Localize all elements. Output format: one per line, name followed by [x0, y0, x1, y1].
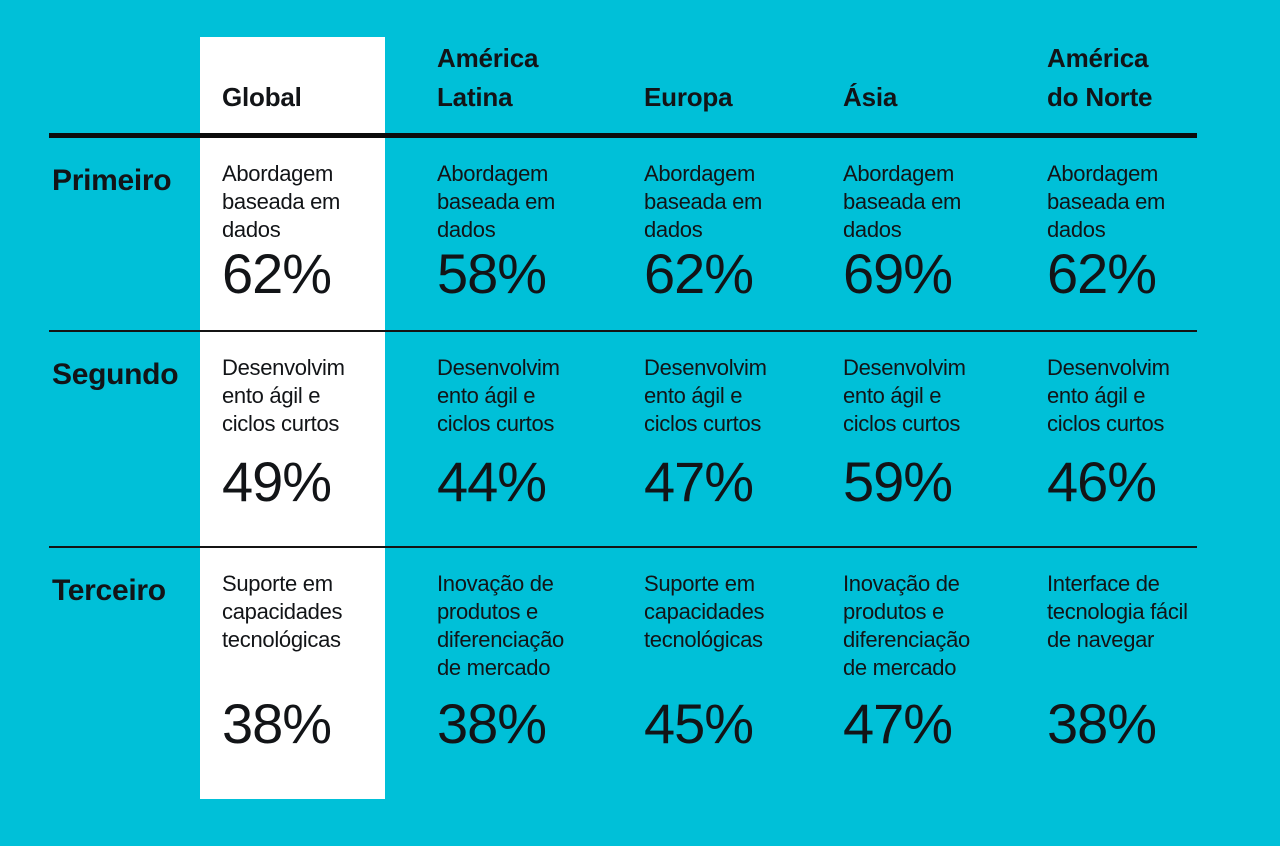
cell-segundo-global: Desenvolvim ento ágil e ciclos curtos 49… — [200, 332, 385, 546]
table-row-terceiro: Terceiro Suporte em capacidades tecnológ… — [49, 548, 1197, 799]
cell-topic: Abordagem baseada em dados — [222, 161, 341, 242]
cell-topic: Abordagem baseada em dados — [843, 161, 962, 242]
cell-segundo-europa: Desenvolvim ento ágil e ciclos curtos 47… — [592, 332, 791, 546]
cell-segundo-america-do-norte: Desenvolvim ento ágil e ciclos curtos 46… — [995, 332, 1197, 546]
column-header-america-do-norte: América do Norte — [1047, 43, 1153, 112]
ranking-table: Global América Latina Europa Ásia Améric… — [49, 37, 1197, 799]
global-column-highlight — [200, 37, 385, 799]
row-header-segundo: Segundo — [52, 358, 179, 391]
cell-terceiro-america-do-norte: Interface de tecnologia fácil de navegar… — [995, 548, 1197, 799]
column-header-america-latina: América Latina — [437, 43, 539, 112]
cell-percentage: 59% — [843, 450, 953, 513]
column-header-europa: Europa — [644, 82, 733, 112]
cell-percentage: 62% — [222, 242, 332, 305]
row-header-primeiro: Primeiro — [52, 164, 172, 197]
cell-primeiro-asia: Abordagem baseada em dados 69% — [791, 138, 995, 330]
cell-topic: Suporte em capacidades tecnológicas — [644, 571, 765, 652]
cell-terceiro-europa: Suporte em capacidades tecnológicas 45% — [592, 548, 791, 799]
row-header-terceiro: Terceiro — [52, 574, 166, 607]
cell-topic: Inovação de produtos e diferenciação de … — [843, 571, 970, 680]
column-header-global: Global — [222, 82, 302, 112]
cell-percentage: 46% — [1047, 450, 1157, 513]
cell-primeiro-europa: Abordagem baseada em dados 62% — [592, 138, 791, 330]
cell-percentage: 45% — [644, 692, 754, 755]
corner-cell — [49, 37, 200, 133]
cell-topic: Abordagem baseada em dados — [437, 161, 556, 242]
cell-topic: Abordagem baseada em dados — [644, 161, 763, 242]
table-row-segundo: Segundo Desenvolvim ento ágil e ciclos c… — [49, 332, 1197, 548]
cell-topic: Desenvolvim ento ágil e ciclos curtos — [1047, 355, 1170, 436]
cell-topic: Desenvolvim ento ágil e ciclos curtos — [222, 355, 345, 436]
cell-percentage: 44% — [437, 450, 547, 513]
cell-terceiro-global: Suporte em capacidades tecnológicas 38% — [200, 548, 385, 799]
column-header-asia: Ásia — [843, 82, 898, 112]
cell-topic: Desenvolvim ento ágil e ciclos curtos — [644, 355, 767, 436]
cell-topic: Desenvolvim ento ágil e ciclos curtos — [437, 355, 560, 436]
cell-topic: Interface de tecnologia fácil de navegar — [1047, 571, 1188, 652]
table-header-row: Global América Latina Europa Ásia Améric… — [49, 37, 1197, 138]
cell-percentage: 62% — [644, 242, 754, 305]
cell-percentage: 69% — [843, 242, 953, 305]
cell-topic: Inovação de produtos e diferenciação de … — [437, 571, 564, 680]
cell-percentage: 47% — [644, 450, 754, 513]
cell-segundo-asia: Desenvolvim ento ágil e ciclos curtos 59… — [791, 332, 995, 546]
cell-percentage: 62% — [1047, 242, 1157, 305]
cell-primeiro-global: Abordagem baseada em dados 62% — [200, 138, 385, 330]
cell-percentage: 47% — [843, 692, 953, 755]
cell-percentage: 38% — [222, 692, 332, 755]
cell-percentage: 38% — [1047, 692, 1157, 755]
cell-terceiro-america-latina: Inovação de produtos e diferenciação de … — [385, 548, 592, 799]
table-row-primeiro: Primeiro Abordagem baseada em dados 62% … — [49, 138, 1197, 332]
cell-percentage: 58% — [437, 242, 547, 305]
cell-primeiro-america-do-norte: Abordagem baseada em dados 62% — [995, 138, 1197, 330]
cell-topic: Abordagem baseada em dados — [1047, 161, 1166, 242]
cell-percentage: 38% — [437, 692, 547, 755]
cell-terceiro-asia: Inovação de produtos e diferenciação de … — [791, 548, 995, 799]
cell-topic: Suporte em capacidades tecnológicas — [222, 571, 343, 652]
cell-segundo-america-latina: Desenvolvim ento ágil e ciclos curtos 44… — [385, 332, 592, 546]
cell-topic: Desenvolvim ento ágil e ciclos curtos — [843, 355, 966, 436]
cell-percentage: 49% — [222, 450, 332, 513]
cell-primeiro-america-latina: Abordagem baseada em dados 58% — [385, 138, 592, 330]
